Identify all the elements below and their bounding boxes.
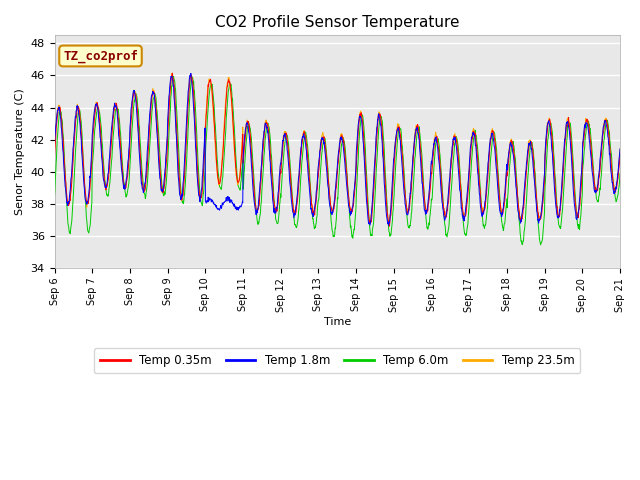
Legend: Temp 0.35m, Temp 1.8m, Temp 6.0m, Temp 23.5m: Temp 0.35m, Temp 1.8m, Temp 6.0m, Temp 2… <box>94 348 580 373</box>
X-axis label: Time: Time <box>324 317 351 327</box>
Title: CO2 Profile Sensor Temperature: CO2 Profile Sensor Temperature <box>215 15 460 30</box>
Y-axis label: Senor Temperature (C): Senor Temperature (C) <box>15 88 25 215</box>
Text: TZ_co2prof: TZ_co2prof <box>63 49 138 62</box>
